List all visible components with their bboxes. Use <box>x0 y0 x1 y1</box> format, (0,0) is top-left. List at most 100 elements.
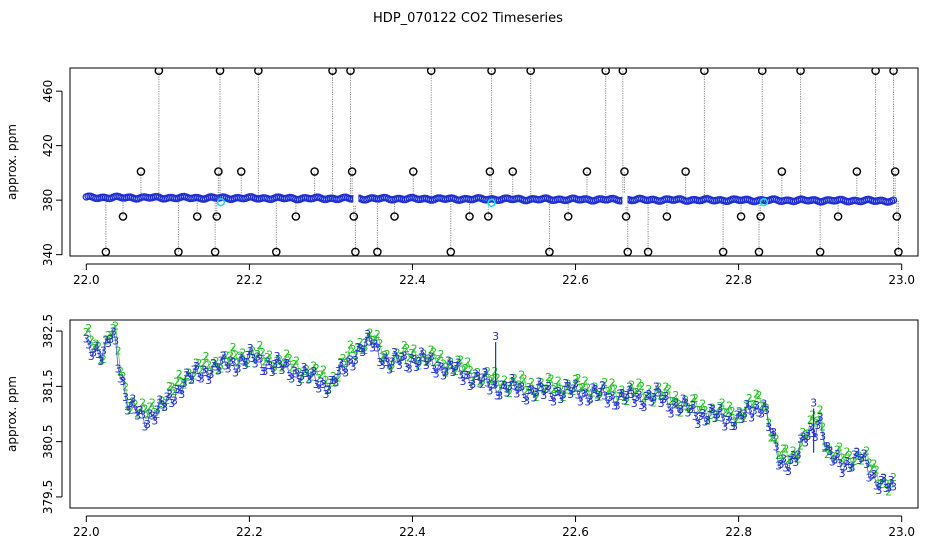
series-point: 2 <box>435 353 442 366</box>
series-point: 2 <box>450 364 457 377</box>
series-point: 2 <box>780 442 787 455</box>
series-point: 3 <box>115 362 122 375</box>
series-point: 2 <box>401 339 408 352</box>
series-point: 2 <box>506 387 513 400</box>
series-point: 2 <box>758 399 765 412</box>
y-tick-label: 381.5 <box>41 369 55 403</box>
series-point: 3 <box>129 393 136 406</box>
series-gap <box>353 192 359 205</box>
series-point: 2 <box>173 376 180 389</box>
series-point: 2 <box>584 382 591 395</box>
series-point: 3 <box>296 376 303 389</box>
series-point: 2 <box>875 478 882 491</box>
series-point: 2 <box>156 397 163 410</box>
series-point: 2 <box>438 348 445 361</box>
series-point: 2 <box>851 455 858 468</box>
series-point: 2 <box>391 351 398 364</box>
outlier-point <box>718 247 728 256</box>
series-point: 3 <box>137 404 144 417</box>
series-point: 2 <box>665 382 672 395</box>
series-point: 3 <box>467 380 474 393</box>
series-point: 2 <box>330 370 337 383</box>
series-point: 3 <box>186 371 193 384</box>
series-point: 3 <box>83 332 90 345</box>
series-point: 2 <box>205 359 212 372</box>
x-tick-label: 22.4 <box>399 273 426 287</box>
series-3: 3333333333333333333333333333333333333333… <box>83 325 897 497</box>
series-point: 3 <box>741 408 748 421</box>
outlier-point <box>526 68 535 76</box>
series-point: 2 <box>132 398 139 411</box>
series-point: 2 <box>298 373 305 386</box>
series-point: 3 <box>151 414 158 427</box>
series-point: 3 <box>408 352 415 365</box>
series-point: 3 <box>692 410 699 423</box>
outlier-point <box>214 167 223 176</box>
series-point: 2 <box>707 409 714 422</box>
outlier-point <box>620 167 629 176</box>
series-point: 2 <box>540 383 547 396</box>
series-point: 3 <box>190 363 197 376</box>
series-point: 3 <box>528 384 535 397</box>
series-point: 3 <box>452 360 459 373</box>
series-point: 3 <box>516 382 523 395</box>
series-point: 2 <box>379 350 386 363</box>
series-point: 2 <box>242 356 249 369</box>
series-point: 3 <box>570 382 577 395</box>
series-point: 3 <box>340 365 347 378</box>
outlier-point <box>215 68 225 76</box>
series-point: 2 <box>323 374 330 387</box>
series-point: 2 <box>846 449 853 462</box>
series-point: 3 <box>790 449 797 462</box>
series-point: 3 <box>655 387 662 400</box>
series-point: 3 <box>680 393 687 406</box>
series-point: 3 <box>623 389 630 402</box>
series-point: 3 <box>117 373 124 386</box>
series-point: 2 <box>186 366 193 379</box>
series-point: 3 <box>107 333 114 346</box>
series-point: 2 <box>526 381 533 394</box>
series-point: 3 <box>168 397 175 410</box>
plot-1: 22.0 22.2 22.4 22.6 22.8 23.0 340 380 420 460 appr… <box>5 67 919 287</box>
series-point: 3 <box>198 373 205 386</box>
series-point: 3 <box>604 398 611 411</box>
series-point: 3 <box>205 374 212 387</box>
series-point: 2 <box>878 478 885 491</box>
series-point: 2 <box>719 396 726 409</box>
series-point: 2 <box>570 385 577 398</box>
series-point: 2 <box>870 457 877 470</box>
outlier-point <box>662 212 672 221</box>
series-point: 2 <box>829 450 836 463</box>
series-point: 2 <box>389 362 396 375</box>
series-point: 3 <box>758 407 765 420</box>
outlier-point <box>212 212 222 221</box>
series-point: 3 <box>102 334 109 347</box>
series-point: 2 <box>159 394 166 407</box>
series-point: 3 <box>423 359 430 372</box>
x-axis: 22.0 22.2 22.4 22.6 22.8 23.0 <box>73 263 915 287</box>
series-point: 2 <box>359 344 366 357</box>
series-point: 3 <box>225 363 232 376</box>
series-point: 3 <box>797 432 804 445</box>
series-point: 2 <box>225 356 232 369</box>
series-point: 3 <box>633 391 640 404</box>
series-2: 2222222222222222222222222222222222222222… <box>83 320 897 498</box>
series-point: 3 <box>450 366 457 379</box>
series-point: 3 <box>279 364 286 377</box>
series-point: 3 <box>384 356 391 369</box>
series-point: 3 <box>658 397 665 410</box>
outlier-point <box>894 247 903 256</box>
series-point: 3 <box>337 357 344 370</box>
series-point: 2 <box>601 376 608 389</box>
series-point: 3 <box>518 380 525 393</box>
series-point: 2 <box>100 353 107 366</box>
series-point: 2 <box>83 326 90 339</box>
series-gap <box>622 193 628 206</box>
series-point: 3 <box>364 328 371 341</box>
series-point: 2 <box>557 383 564 396</box>
series-point: 2 <box>765 416 772 429</box>
series-point: 3 <box>711 412 718 425</box>
series-point: 3 <box>751 405 758 418</box>
series-point: 3 <box>415 355 422 368</box>
series-point: 3 <box>349 360 356 373</box>
